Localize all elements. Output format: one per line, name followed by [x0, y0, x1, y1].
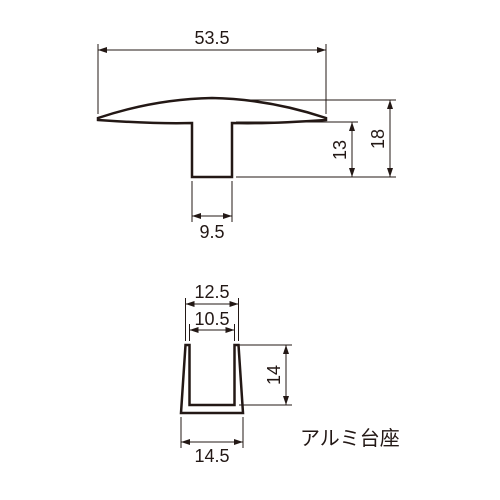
bottom-profile: 12.5 10.5 14 14.5 アルミ台座: [181, 282, 400, 466]
dim-bottom-outer-value: 14.5: [194, 446, 229, 466]
bottom-profile-label: アルミ台座: [300, 427, 400, 450]
dim-stem-height: 13: [236, 122, 358, 177]
dim-total-height-value: 18: [368, 129, 388, 149]
dim-cap-width-value: 53.5: [194, 28, 229, 48]
dim-total-height: 18: [236, 100, 396, 177]
dim-top-inner-value: 10.5: [194, 309, 229, 329]
drawing-canvas: 53.5 9.5 13 18: [0, 0, 500, 500]
dim-bottom-outer: 14.5: [181, 417, 243, 466]
dim-top-inner: 10.5: [190, 309, 235, 341]
dim-top-outer-value: 12.5: [194, 282, 229, 302]
u-channel-outline: [181, 345, 243, 413]
dim-stem-height-value: 13: [330, 140, 350, 160]
dim-cap-width: 53.5: [98, 28, 326, 114]
dim-stem-width: 9.5: [192, 181, 232, 242]
dim-stem-width-value: 9.5: [199, 222, 224, 242]
top-profile: 53.5 9.5 13 18: [98, 28, 396, 242]
cap-outline: [98, 98, 326, 177]
dim-inner-height: 14: [239, 345, 292, 405]
dim-inner-height-value: 14: [264, 365, 284, 385]
